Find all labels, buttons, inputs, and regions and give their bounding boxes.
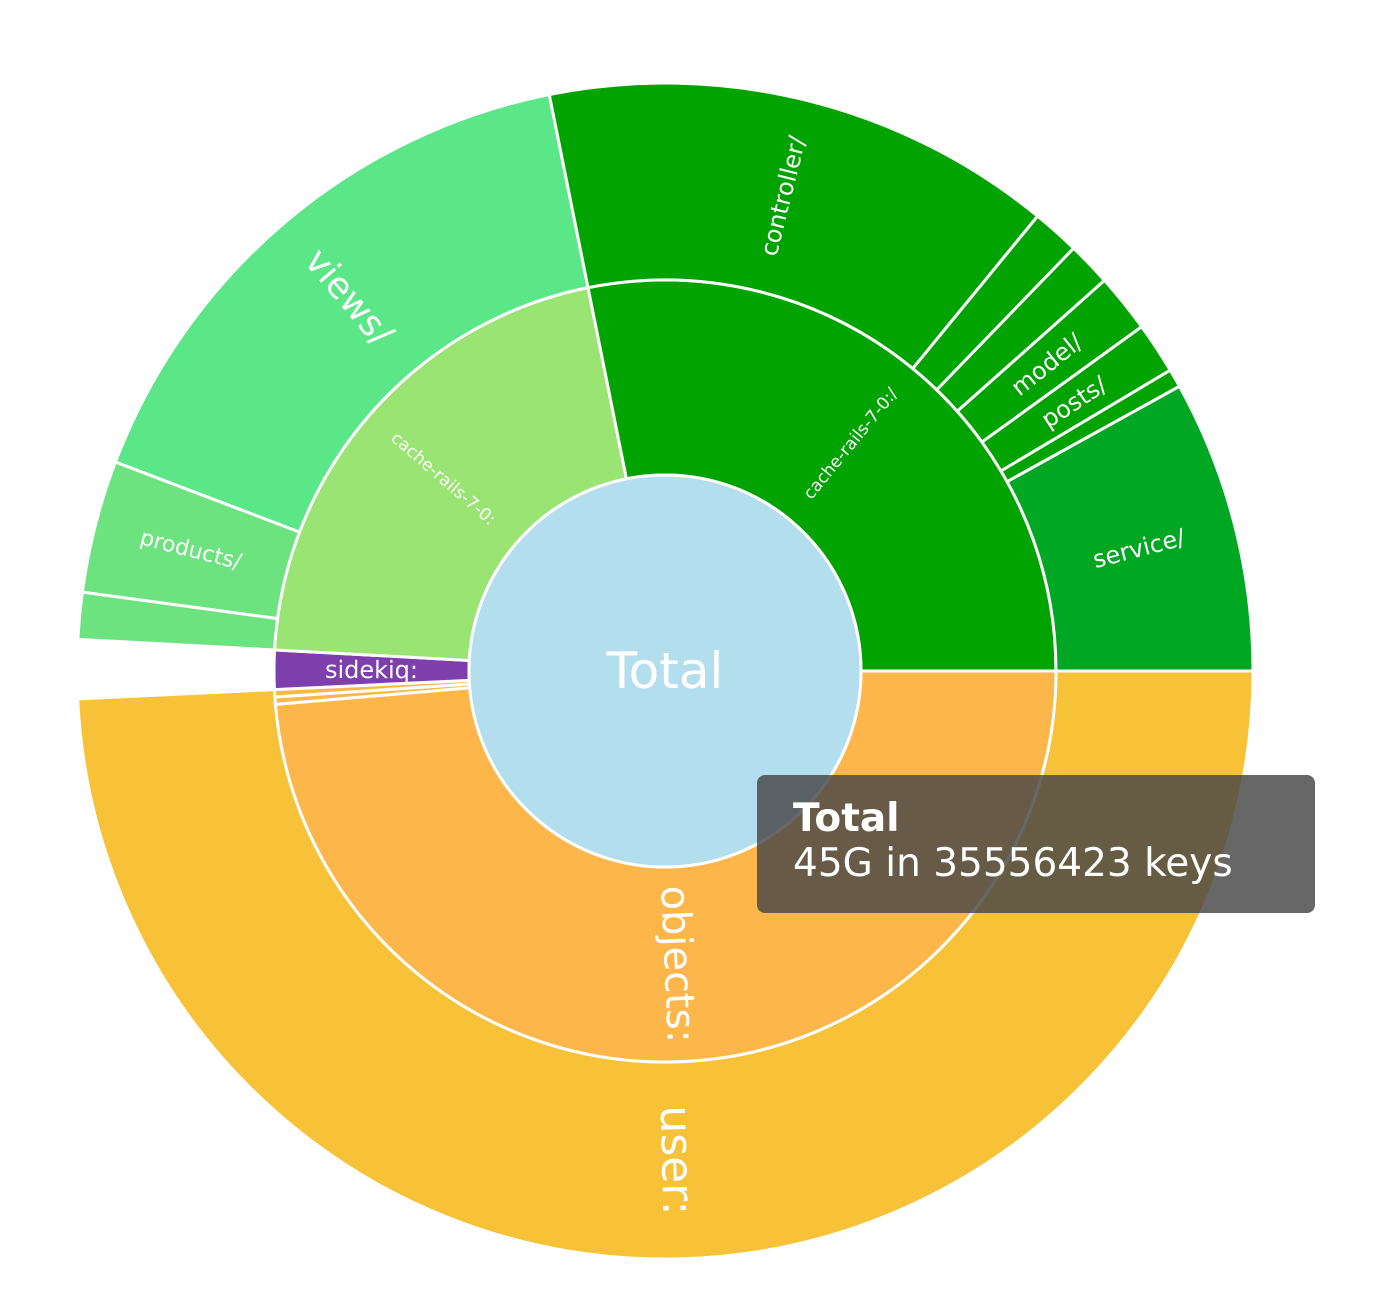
ring-outer-posts-segment[interactable]: posts/ (979, 324, 1173, 474)
tooltip-body: 45G in 35556423 keys (793, 840, 1233, 886)
center-circle[interactable] (467, 473, 863, 869)
ring1-user-segment[interactable]: user: (76, 669, 1255, 1261)
ring-inner-objects-label: objects: (651, 885, 704, 1044)
ring-outer-views-segment[interactable]: views/ (113, 92, 590, 534)
ring-outer-controller-arc[interactable] (547, 81, 1040, 371)
ring-outer-service-arc[interactable] (1005, 384, 1255, 673)
center-label: Total (606, 642, 724, 700)
ring1-user-label: user: (650, 1105, 704, 1216)
ring-outer-service-segment[interactable]: service/ (1005, 384, 1255, 673)
tooltip-title: Total (793, 796, 900, 841)
ring-inner-sidekiq-label: sidekiq: (325, 656, 418, 684)
ring-outer-views-arc[interactable] (113, 92, 590, 534)
ring-inner-objects-segment[interactable]: objects: (273, 669, 1058, 1064)
ring-outer-controller-segment[interactable]: controller/ (547, 81, 1040, 371)
center-total[interactable]: Total (467, 473, 863, 869)
hover-tooltip: Total 45G in 35556423 keys (757, 775, 1315, 913)
